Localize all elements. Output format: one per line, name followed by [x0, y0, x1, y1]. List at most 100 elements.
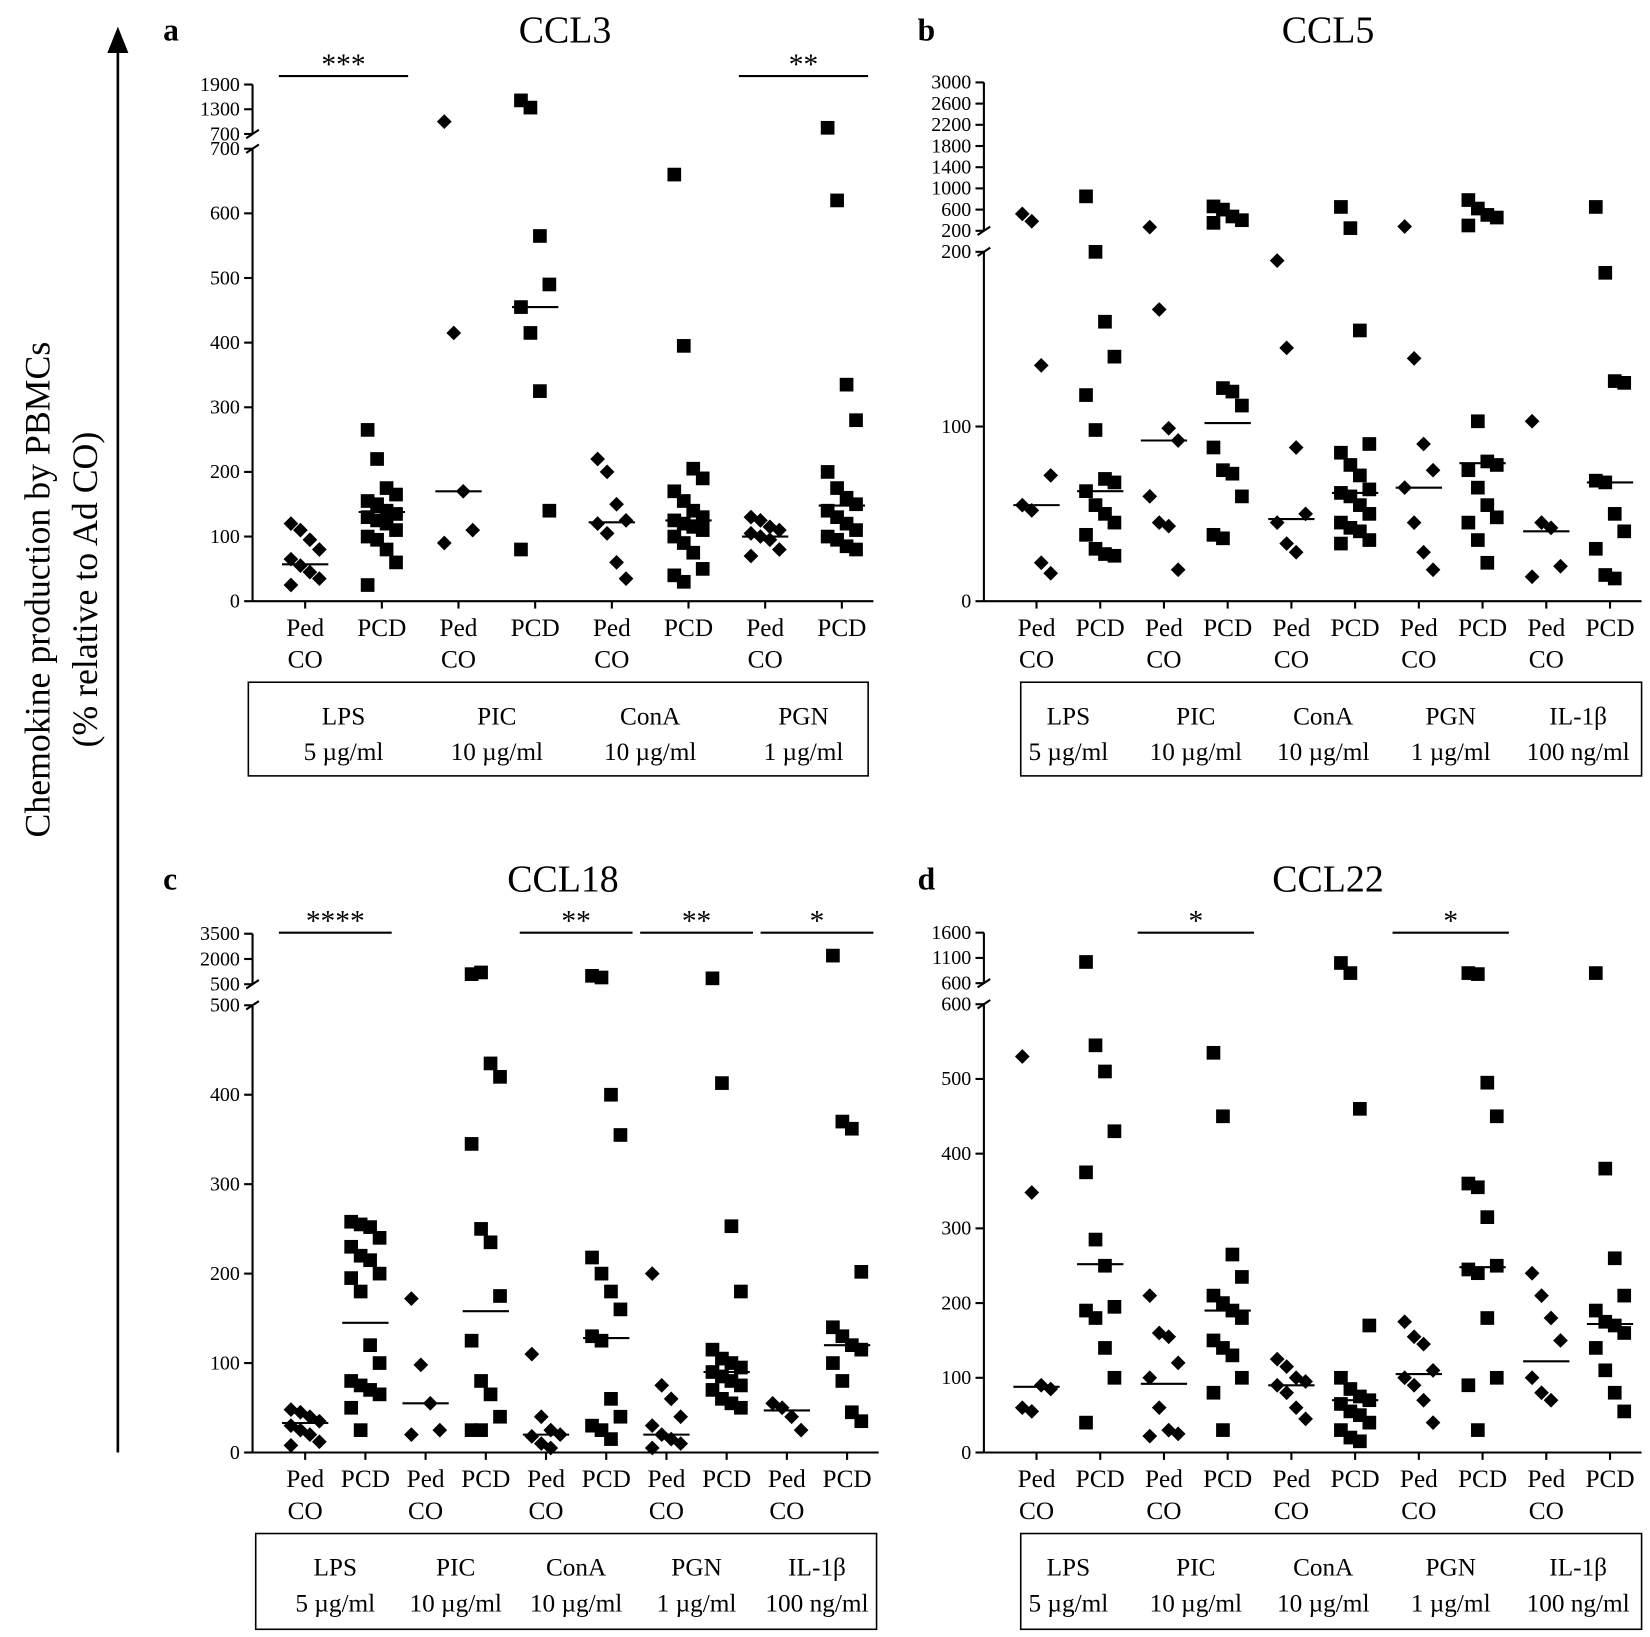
significance-label: *	[1188, 906, 1203, 938]
point	[654, 1378, 670, 1393]
x-tick-label: Ped CO	[746, 614, 785, 674]
point	[524, 1346, 540, 1362]
point	[1362, 437, 1377, 451]
point	[1161, 1329, 1177, 1345]
x-tick-label: PCD	[1585, 1466, 1635, 1494]
point	[474, 1374, 488, 1388]
x-tick-label: PCD	[1330, 614, 1380, 643]
point	[772, 522, 787, 538]
point	[1480, 1210, 1495, 1225]
y-tick-label: 300	[941, 1218, 971, 1240]
stimulus-name: IL-1β	[788, 1554, 846, 1582]
point	[1107, 1370, 1122, 1385]
point	[483, 1387, 498, 1402]
point	[820, 465, 835, 479]
point	[644, 1440, 660, 1456]
point	[1279, 536, 1295, 551]
point	[604, 1087, 618, 1102]
x-tick-label-box: PCD	[817, 615, 866, 642]
x-tick-label-box: Ped CO	[1018, 615, 1056, 674]
point	[1524, 569, 1540, 585]
point	[302, 532, 318, 548]
point	[604, 1392, 618, 1406]
point	[1107, 349, 1122, 364]
point	[344, 1271, 359, 1285]
x-tick-label: PCD	[461, 1466, 511, 1494]
stimulus-dose: 10 µg/ml	[409, 1589, 501, 1617]
point	[1088, 1038, 1103, 1053]
point	[1524, 1370, 1540, 1386]
point	[1425, 1415, 1441, 1430]
point	[493, 1409, 507, 1424]
point	[1362, 482, 1377, 497]
y-tick-label: 200	[210, 1263, 240, 1285]
point	[542, 277, 557, 292]
point	[1079, 388, 1093, 402]
point	[1288, 1400, 1304, 1416]
point	[1334, 445, 1348, 460]
point	[1470, 967, 1485, 981]
point	[1098, 1341, 1112, 1355]
y-tick-label: 200	[941, 1292, 971, 1314]
x-tick-label: Ped CO	[286, 614, 325, 674]
x-tick-label-box: Ped CO	[1018, 1466, 1056, 1525]
point	[1480, 1311, 1495, 1325]
point	[1416, 1392, 1431, 1408]
point	[1588, 541, 1603, 556]
point	[432, 1422, 448, 1438]
point	[604, 1284, 618, 1299]
point	[1098, 1258, 1112, 1273]
point	[618, 571, 634, 586]
y-tick-label: 200	[941, 220, 971, 242]
x-tick-label: PCD	[702, 1466, 752, 1494]
point	[293, 558, 308, 574]
x-tick-label: Ped CO	[1272, 1466, 1311, 1526]
stimulus-name: ConA	[1293, 1554, 1354, 1582]
stimulus-dose: 100 ng/ml	[1527, 738, 1630, 766]
point	[1406, 351, 1422, 366]
point	[1480, 555, 1495, 570]
point	[523, 100, 538, 115]
point	[594, 970, 609, 985]
point	[372, 1356, 387, 1370]
point	[1235, 213, 1249, 228]
point	[594, 1266, 609, 1281]
x-tick-label-box: Ped CO	[286, 1466, 324, 1525]
point	[543, 1440, 559, 1456]
significance-label: *	[810, 906, 825, 938]
y-tick-label: 100	[941, 1367, 971, 1389]
x-tick-label-box: PCD	[511, 615, 560, 642]
point	[1416, 544, 1431, 560]
y-label: (% relative to Ad CO)	[65, 432, 105, 748]
point	[1553, 558, 1568, 574]
point	[1343, 221, 1358, 235]
point	[1553, 1333, 1568, 1348]
stimulus-dose: 1 µg/ml	[657, 1589, 737, 1617]
point	[724, 1219, 739, 1234]
point	[1617, 376, 1632, 390]
x-tick-label: Ped CO	[1272, 614, 1311, 674]
point	[363, 1220, 377, 1234]
y-tick-label: 3500	[200, 923, 240, 945]
x-tick-label-box: PCD	[664, 615, 713, 642]
x-tick-label-box: Ped CO	[593, 615, 631, 674]
point	[1470, 1423, 1485, 1437]
point	[1461, 515, 1476, 530]
x-tick-label-box: PCD	[1076, 615, 1125, 642]
x-tick-label: Ped CO	[1399, 614, 1438, 674]
point	[483, 1056, 498, 1071]
stimulus-name: ConA	[546, 1554, 607, 1582]
point	[302, 1427, 318, 1442]
point	[1033, 555, 1049, 571]
point	[830, 193, 844, 208]
stimulus-dose: 1 µg/ml	[764, 738, 844, 766]
point	[676, 339, 691, 353]
point	[533, 229, 547, 243]
y-tick-label: 3000	[931, 72, 971, 94]
stimulus-dose: 10 µg/ml	[604, 738, 696, 766]
panel-letter: b	[918, 12, 936, 47]
point	[613, 1409, 628, 1424]
stimulus-dose: 10 µg/ml	[451, 738, 543, 766]
point	[1489, 1370, 1504, 1385]
stimulus-name: PGN	[671, 1554, 722, 1582]
